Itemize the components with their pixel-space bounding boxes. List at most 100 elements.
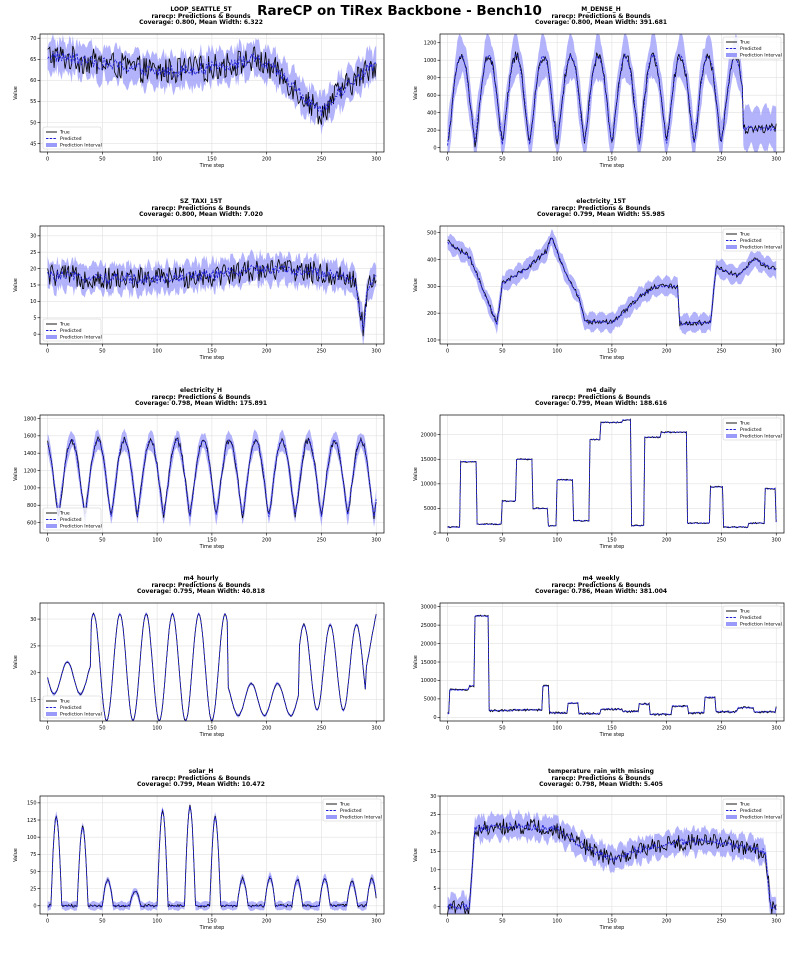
legend-label: True: [739, 40, 750, 46]
chart-title: m4_weekly: [582, 575, 620, 582]
y-tick-label: 1000: [24, 486, 37, 492]
x-tick-label: 150: [607, 726, 617, 732]
predicted-series-line: [47, 437, 377, 517]
y-tick-label: 5: [433, 886, 436, 892]
x-axis-label: Time step: [599, 925, 625, 931]
y-tick-label: 600: [427, 93, 437, 99]
predicted-series-line: [47, 264, 377, 331]
figure-title: RareCP on TiRex Backbone - Bench10: [257, 3, 542, 19]
series-group: [447, 229, 777, 335]
x-tick-label: 0: [46, 919, 49, 925]
x-tick-label: 100: [152, 726, 162, 732]
y-tick-label: 30: [430, 794, 436, 800]
chart-title: M_DENSE_H: [581, 6, 621, 13]
series-group: [47, 249, 377, 344]
y-axis-label: Value: [13, 467, 19, 481]
x-tick-label: 100: [152, 538, 162, 544]
y-tick-label: 1000: [424, 58, 437, 64]
x-tick-label: 300: [371, 538, 381, 544]
x-tick-label: 150: [607, 919, 617, 925]
y-tick-label: 20000: [421, 641, 437, 647]
chart-subtitle: rarecp: Predictions & Bounds: [551, 204, 651, 212]
x-tick-label: 300: [371, 919, 381, 925]
legend-label: Predicted: [740, 808, 762, 814]
x-tick-label: 300: [771, 157, 781, 163]
chart-panel: LOOP_SEATTLE_5T rarecp: Predictions & Bou…: [6, 6, 396, 191]
chart-stats: Coverage: 0.798, Mean Width: 5.405: [539, 781, 663, 789]
x-tick-label: 50: [99, 538, 105, 544]
x-axis-label: Time step: [599, 163, 625, 169]
y-tick-label: 500: [427, 231, 437, 237]
x-axis-label: Time step: [599, 355, 625, 361]
legend-box: [722, 798, 782, 822]
x-tick-label: 50: [99, 726, 105, 732]
legend-label: Prediction Interval: [740, 622, 782, 628]
y-tick-label: 25: [30, 250, 36, 256]
y-tick-label: 15000: [421, 660, 437, 666]
y-tick-label: 15000: [421, 457, 437, 463]
chart-stats: Coverage: 0.799, Mean Width: 188.616: [534, 400, 668, 408]
y-tick-label: 1600: [24, 434, 37, 440]
x-tick-label: 250: [317, 538, 327, 544]
y-tick-label: 30: [30, 617, 36, 623]
chart-title-block: m4_weekly rarecp: Predictions & Bounds Cov…: [406, 575, 796, 596]
legend-label: Prediction Interval: [740, 245, 782, 251]
series-group: [447, 418, 777, 529]
x-tick-label: 50: [499, 726, 505, 732]
chart-title-block: m4_daily rarecp: Predictions & Bounds Cove…: [406, 387, 796, 408]
chart-stats: Coverage: 0.799, Mean Width: 55.985: [537, 211, 665, 219]
y-axis-label: Value: [413, 278, 419, 292]
predicted-series-line: [447, 419, 777, 528]
chart-svg: 0 50 100 150 200 250 300 0 5000 10000 15000 20000 25…: [413, 602, 785, 738]
x-tick-label: 50: [499, 157, 505, 163]
y-tick-label: 800: [27, 503, 37, 509]
y-tick-label: 70: [30, 36, 36, 42]
x-tick-label: 0: [46, 157, 49, 163]
y-tick-label: 125: [27, 818, 37, 824]
true-series-line: [447, 818, 777, 914]
chart-panel: SZ_TAXI_15T rarecp: Predictions & Bounds C…: [6, 198, 396, 383]
y-tick-label: 25: [430, 812, 436, 818]
chart-panel: m4_hourly rarecp: Predictions & Bounds Cov…: [6, 575, 396, 760]
legend-box: [42, 507, 102, 531]
y-tick-label: 15: [30, 697, 36, 703]
chart-stats: Coverage: 0.795, Mean Width: 40.818: [137, 588, 265, 596]
y-tick-label: 75: [30, 852, 36, 858]
x-axis-label: Time step: [199, 355, 225, 361]
x-tick-label: 150: [207, 919, 217, 925]
grid: [40, 603, 384, 721]
legend-label: Predicted: [60, 517, 82, 523]
legend-label: Prediction Interval: [740, 815, 782, 821]
chart-title-block: m4_hourly rarecp: Predictions & Bounds Cov…: [6, 575, 396, 596]
predicted-series-line: [47, 51, 377, 117]
x-tick-label: 0: [46, 726, 49, 732]
predicted-series-line: [47, 806, 377, 908]
x-tick-label: 0: [46, 538, 49, 544]
x-tick-label: 250: [317, 726, 327, 732]
chart-stats: Coverage: 0.799, Mean Width: 10.472: [137, 781, 265, 789]
x-tick-label: 300: [771, 726, 781, 732]
y-tick-label: 1200: [424, 41, 437, 47]
y-tick-label: 0: [33, 332, 36, 338]
y-tick-label: 0: [433, 145, 436, 151]
x-tick-label: 150: [207, 726, 217, 732]
chart-stats: Coverage: 0.798, Mean Width: 175.891: [134, 400, 268, 408]
x-tick-label: 200: [262, 157, 272, 163]
chart-subtitle: rarecp: Predictions & Bounds: [551, 12, 651, 20]
chart-title: temperature_rain_with_missing: [548, 768, 654, 775]
y-tick-label: 400: [427, 110, 437, 116]
chart-title: electricity_H: [179, 387, 223, 394]
y-tick-label: 25: [30, 886, 36, 892]
x-tick-label: 300: [371, 726, 381, 732]
series-group: [47, 611, 377, 721]
legend-label: Prediction Interval: [60, 335, 102, 341]
chart-panel: solar_H rarecp: Predictions & Bounds Cover…: [6, 768, 396, 953]
legend-label: Predicted: [60, 328, 82, 334]
series-group: [47, 803, 377, 911]
legend-label: True: [59, 322, 70, 328]
chart-title: SZ_TAXI_15T: [179, 198, 223, 205]
chart-panel: electricity_15T rarecp: Predictions & Bou…: [406, 198, 796, 383]
legend-swatch-interval: [46, 143, 57, 147]
